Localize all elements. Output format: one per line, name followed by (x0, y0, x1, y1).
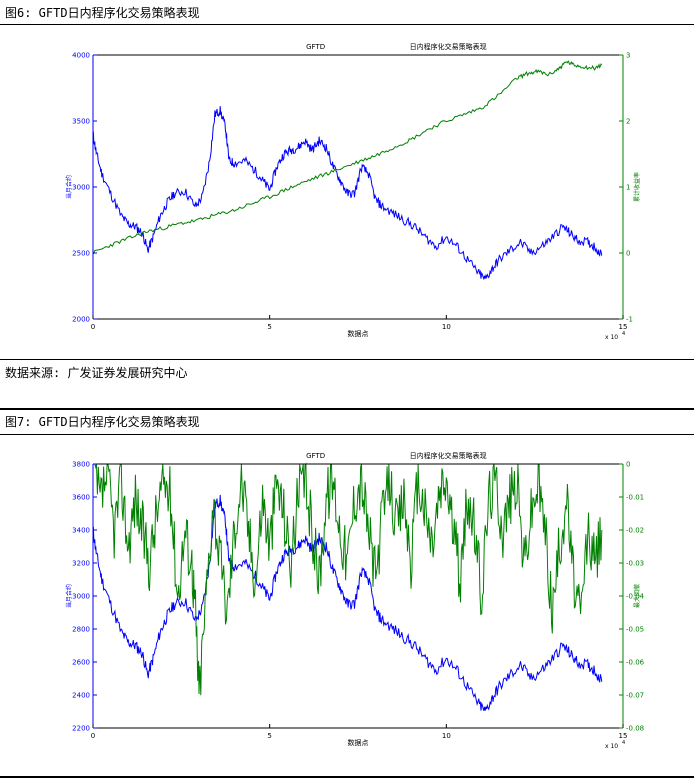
left-y-tick-label: 3400 (72, 527, 90, 535)
left-y-tick-label: 3500 (72, 118, 90, 126)
figure-6-caption: 图6: GFTD日内程序化交易策略表现 (5, 6, 200, 20)
x-axis-label: 数据点 (348, 738, 369, 747)
figure-7-caption-rule (0, 434, 694, 435)
figure-7-top-thick-rule (0, 408, 694, 410)
x-exponent-power: 4 (622, 740, 625, 746)
x-tick-label: 5 (267, 323, 271, 331)
figure-6-top-rule (0, 24, 694, 25)
x-axis-label: 数据点 (348, 329, 369, 338)
right-y-tick-label: 2 (626, 118, 630, 126)
chart-title-left: GFTD (306, 452, 325, 460)
chart-title-right: 日内程序化交易策略表现 (410, 451, 487, 460)
right-y-tick-label: -0.02 (626, 527, 644, 535)
right-y-tick-label: 0 (626, 461, 630, 469)
right-y-tick-label: -0.03 (626, 560, 644, 568)
figure-7-bottom-rule (0, 776, 694, 778)
price-series-line (92, 106, 603, 281)
left-y-tick-label: 2800 (72, 626, 90, 634)
left-y-tick-label: 2600 (72, 659, 90, 667)
x-tick-label: 0 (91, 732, 95, 740)
right-y-tick-label: -0.01 (626, 494, 644, 502)
right-y-tick-label: -0.06 (626, 659, 645, 667)
x-tick-label: 10 (442, 323, 451, 331)
right-y-tick-label: 3 (626, 52, 630, 60)
x-exponent-label: x 10 (605, 334, 618, 341)
x-tick-label: 15 (619, 732, 628, 740)
figure-7-caption: 图7: GFTD日内程序化交易策略表现 (5, 415, 200, 429)
left-y-tick-label: 3000 (72, 593, 90, 601)
x-tick-label: 5 (267, 732, 271, 740)
right-y-tick-label: -0.07 (626, 692, 644, 700)
right-y-tick-label: -0.04 (626, 593, 645, 601)
left-y-tick-label: 3800 (72, 461, 90, 469)
right-y-axis-label: 最大回撤 (633, 584, 641, 608)
left-y-tick-label: 2200 (72, 725, 90, 733)
left-y-tick-label: 3600 (72, 494, 90, 502)
left-y-axis-label: 当月合约 (65, 175, 73, 199)
left-y-tick-label: 2000 (72, 316, 90, 324)
left-y-tick-label: 4000 (72, 52, 90, 60)
right-y-tick-label: 0 (626, 250, 630, 258)
figure-6-bottom-rule (0, 359, 694, 360)
left-y-tick-label: 2400 (72, 692, 90, 700)
right-axis-series-line (92, 60, 603, 255)
right-y-axis-label: 累计收益率 (633, 172, 641, 202)
left-y-tick-label: 3000 (72, 184, 90, 192)
chart-title-left: GFTD (306, 43, 325, 51)
right-y-tick-label: 1 (626, 184, 630, 192)
right-axis-series-line (93, 462, 603, 696)
x-tick-label: 10 (442, 732, 451, 740)
x-tick-label: 0 (91, 323, 95, 331)
x-tick-label: 15 (619, 323, 628, 331)
left-y-axis-label: 当月合约 (65, 584, 73, 608)
x-exponent-power: 4 (622, 331, 625, 337)
x-exponent-label: x 10 (605, 743, 618, 750)
figure-7-chart: GFTD 日内程序化交易策略表现 0 5 10 15x 10 4 数据点 2200 2400 260… (65, 451, 645, 750)
left-y-tick-label: 3200 (72, 560, 90, 568)
left-y-tick-label: 2500 (72, 250, 90, 258)
right-y-tick-label: -0.05 (626, 626, 644, 634)
right-y-tick-label: -0.08 (626, 725, 644, 733)
figure-6-source: 数据来源: 广发证券发展研究中心 (5, 366, 188, 380)
price-series-line (92, 494, 603, 711)
chart-title-right: 日内程序化交易策略表现 (410, 42, 487, 51)
right-y-tick-label: -1 (626, 316, 633, 324)
